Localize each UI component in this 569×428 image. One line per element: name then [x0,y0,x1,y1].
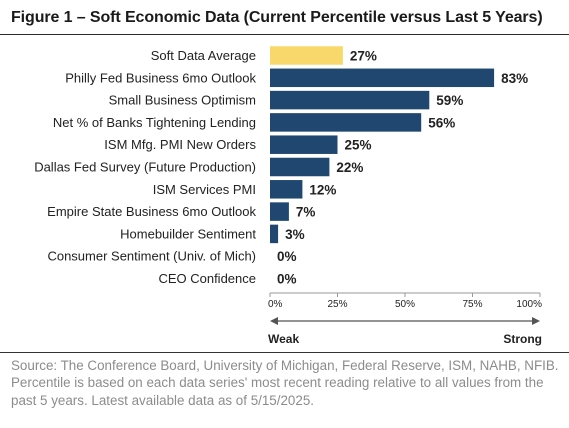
bars-layer [270,46,495,244]
bar [270,202,289,221]
value-label: 3% [285,227,305,242]
category-label: Dallas Fed Survey (Future Production) [34,160,256,175]
category-label: Net % of Banks Tightening Lending [53,115,256,130]
value-label: 25% [345,138,372,153]
value-label: 56% [428,115,455,130]
value-labels: 27% 83% 59% 56% 25% 22%12% 7% 3% 0% 0% [277,49,528,287]
source-rule [0,352,569,353]
value-label: 59% [436,93,463,108]
x-tick-label: 75% [462,299,482,310]
x-tick-label: 100% [516,299,542,310]
x-tick-label: 25% [327,299,347,310]
figure-title: Figure 1 – Soft Economic Data (Current P… [11,9,543,26]
bar [270,113,422,132]
bar [270,224,279,244]
category-label: Empire State Business 6mo Outlook [47,204,256,219]
x-axis: 0% 25% 50% 75% 100% [268,292,542,310]
category-labels: Soft Data Average Philly Fed Business 6mo… [34,48,256,286]
arrow-right-icon [532,317,540,325]
category-label: ISM Mfg. PMI New Orders [104,137,256,152]
bar [270,46,343,65]
category-label: Soft Data Average [151,48,256,63]
value-label: 27% [350,49,377,64]
bar-chart: Soft Data Average Philly Fed Business 6mo… [34,46,542,346]
x-tick-label: 0% [268,299,283,310]
value-label: 22% [336,160,363,175]
arrow-left-icon [270,317,278,325]
title-rule [0,34,569,35]
category-label: Philly Fed Business 6mo Outlook [65,70,256,85]
value-label: 7% [296,205,316,220]
category-label: Small Business Optimism [109,93,256,108]
bar [270,157,330,177]
bar [270,180,303,199]
bar [270,135,338,154]
source-note: Source: The Conference Board, University… [11,358,559,408]
scale-label-strong: Strong [503,332,542,346]
bar [270,68,495,88]
value-label: 0% [277,249,297,264]
category-label: CEO Confidence [158,271,256,286]
x-tick-label: 50% [395,299,415,310]
scale-label-weak: Weak [268,332,299,346]
value-label: 0% [277,272,297,287]
category-label: ISM Services PMI [153,182,256,197]
category-label: Homebuilder Sentiment [120,226,256,241]
category-label: Consumer Sentiment (Univ. of Mich) [47,249,256,264]
weak-strong-scale: Weak Strong [268,317,542,346]
value-label: 83% [501,71,528,86]
bar [270,90,430,110]
value-label: 12% [309,182,336,197]
